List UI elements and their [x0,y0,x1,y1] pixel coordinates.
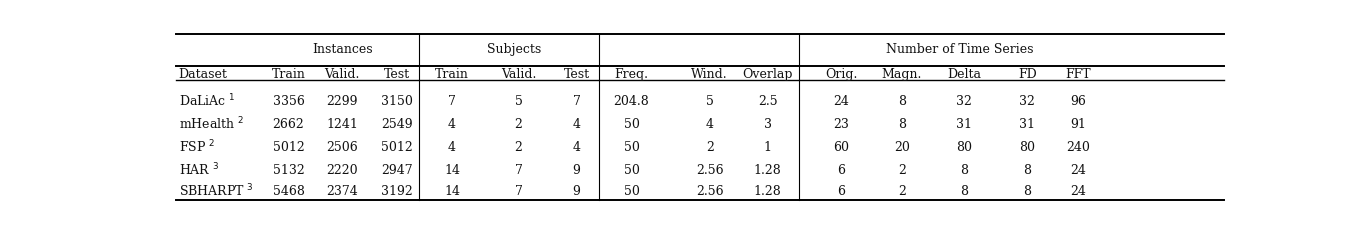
Text: 5012: 5012 [272,140,304,153]
Text: Orig.: Orig. [825,68,858,81]
Text: 3356: 3356 [272,94,305,107]
Text: 32: 32 [956,94,972,107]
Text: 32: 32 [1019,94,1035,107]
Text: SBHARPT $^3$: SBHARPT $^3$ [178,182,253,199]
Text: 5468: 5468 [272,184,305,197]
Text: Valid.: Valid. [324,68,360,81]
Text: 50: 50 [624,163,640,176]
Text: 5132: 5132 [272,163,304,176]
Text: 24: 24 [1071,184,1086,197]
Text: 80: 80 [956,140,972,153]
Text: Train: Train [434,68,469,81]
Text: 1.28: 1.28 [753,163,782,176]
Text: 96: 96 [1071,94,1086,107]
Text: FD: FD [1017,68,1036,81]
Text: 7: 7 [515,163,523,176]
Text: 2.5: 2.5 [757,94,778,107]
Text: Instances: Instances [312,43,373,56]
Text: 204.8: 204.8 [614,94,650,107]
Text: 23: 23 [834,117,850,130]
Text: Overlap: Overlap [742,68,793,81]
Text: 3150: 3150 [381,94,413,107]
Text: 2662: 2662 [272,117,304,130]
Text: 50: 50 [624,117,640,130]
Text: Freq.: Freq. [614,68,648,81]
Text: 240: 240 [1066,140,1090,153]
Text: Number of Time Series: Number of Time Series [887,43,1034,56]
Text: 31: 31 [1019,117,1035,130]
Text: 14: 14 [444,184,460,197]
Text: 8: 8 [1023,163,1031,176]
Text: 2299: 2299 [327,94,358,107]
Text: 1: 1 [764,140,772,153]
Text: 91: 91 [1071,117,1086,130]
Text: Magn.: Magn. [881,68,922,81]
Text: Dataset: Dataset [178,68,227,81]
Text: 3192: 3192 [381,184,413,197]
Text: 5012: 5012 [381,140,413,153]
Text: 9: 9 [572,184,580,197]
Text: 6: 6 [838,163,846,176]
Text: 4: 4 [448,117,456,130]
Text: 7: 7 [515,184,523,197]
Text: 60: 60 [834,140,850,153]
Text: 20: 20 [893,140,910,153]
Text: Train: Train [271,68,305,81]
Text: 4: 4 [706,117,714,130]
Text: 80: 80 [1019,140,1035,153]
Text: 2220: 2220 [327,163,358,176]
Text: 2.56: 2.56 [696,163,723,176]
Text: 2506: 2506 [327,140,358,153]
Text: 2947: 2947 [381,163,413,176]
Text: FFT: FFT [1065,68,1091,81]
Text: DaLiAc $^1$: DaLiAc $^1$ [178,92,236,109]
Text: mHealth $^2$: mHealth $^2$ [178,115,244,132]
Text: Test: Test [384,68,410,81]
Text: 2.56: 2.56 [696,184,723,197]
Text: 2: 2 [515,140,523,153]
Text: 50: 50 [624,184,640,197]
Text: 8: 8 [1023,184,1031,197]
Text: 1.28: 1.28 [753,184,782,197]
Text: Valid.: Valid. [501,68,537,81]
Text: 14: 14 [444,163,460,176]
Text: 5: 5 [706,94,714,107]
Text: 2374: 2374 [327,184,358,197]
Text: 8: 8 [898,117,906,130]
Text: 4: 4 [572,140,580,153]
Text: 1241: 1241 [327,117,358,130]
Text: 9: 9 [572,163,580,176]
Text: 7: 7 [572,94,580,107]
Text: Test: Test [564,68,590,81]
Text: 2: 2 [898,163,906,176]
Text: 2549: 2549 [381,117,413,130]
Text: 24: 24 [834,94,850,107]
Text: 8: 8 [960,163,968,176]
Text: 2: 2 [898,184,906,197]
Text: 4: 4 [572,117,580,130]
Text: Delta: Delta [947,68,981,81]
Text: 8: 8 [898,94,906,107]
Text: 6: 6 [838,184,846,197]
Text: HAR $^3$: HAR $^3$ [178,161,219,178]
Text: Wind.: Wind. [692,68,727,81]
Text: 4: 4 [448,140,456,153]
Text: 31: 31 [956,117,972,130]
Text: Subjects: Subjects [488,43,542,56]
Text: 5: 5 [515,94,523,107]
Text: 2: 2 [515,117,523,130]
Text: FSP $^2$: FSP $^2$ [178,138,215,155]
Text: 8: 8 [960,184,968,197]
Text: 7: 7 [448,94,456,107]
Text: 3: 3 [764,117,772,130]
Text: 50: 50 [624,140,640,153]
Text: 24: 24 [1071,163,1086,176]
Text: 2: 2 [706,140,714,153]
